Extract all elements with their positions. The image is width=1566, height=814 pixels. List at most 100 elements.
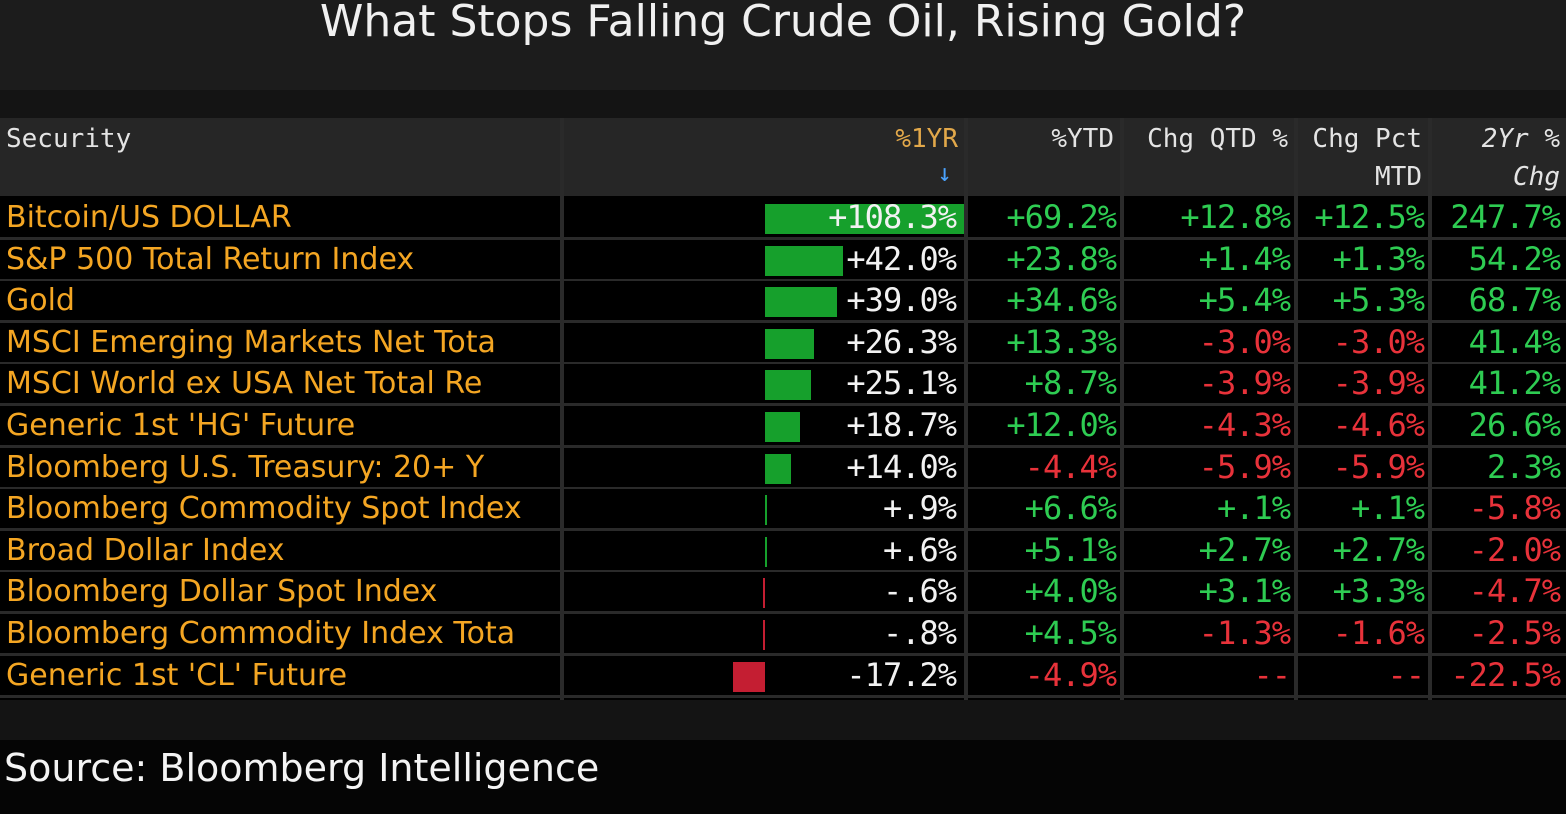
chg-mtd-value: -1.6% xyxy=(1332,614,1425,652)
header-chg-2yr[interactable]: 2Yr % Chg xyxy=(1432,118,1566,196)
column-divider xyxy=(560,118,564,700)
row-separator xyxy=(0,278,1566,282)
chg-2yr-value: 2.3% xyxy=(1486,447,1561,486)
chg-2yr-value: -22.5% xyxy=(1450,655,1561,694)
column-divider xyxy=(1428,118,1432,700)
header-pct-1yr[interactable]: %1YR ↓ xyxy=(564,118,964,196)
column-divider xyxy=(1294,118,1298,700)
row-separator xyxy=(0,320,1566,324)
pct-1yr-value: +14.0% xyxy=(846,447,957,486)
pct-ytd-value: -4.4% xyxy=(1024,447,1117,486)
chg-mtd-value: -5.9% xyxy=(1332,447,1425,486)
chg-qtd-value: -3.9% xyxy=(1198,364,1291,403)
security-name: Bloomberg U.S. Treasury: 20+ Y xyxy=(6,449,485,485)
security-name: Bitcoin/US DOLLAR xyxy=(6,200,292,235)
sort-down-arrow-icon: ↓ xyxy=(937,159,952,187)
table-row[interactable]: Bitcoin/US DOLLAR +108.3% +69.2% +12.8% +12.… xyxy=(0,198,1566,240)
pct-ytd-value: +12.0% xyxy=(1006,406,1117,444)
pct-1yr-value: +42.0% xyxy=(846,239,957,278)
chg-mtd-value: +.1% xyxy=(1350,489,1425,528)
table-row[interactable]: Bloomberg Commodity Spot Index +.9% +6.6% +… xyxy=(0,489,1566,532)
security-name: Bloomberg Commodity Index Tota xyxy=(6,616,516,651)
pct-1yr-bar xyxy=(765,536,767,567)
security-name: Bloomberg Commodity Spot Index xyxy=(6,491,522,527)
chg-mtd-value: -3.9% xyxy=(1332,364,1425,403)
pct-1yr-value: +26.3% xyxy=(846,322,957,361)
header-chg-mtd[interactable]: Chg Pct MTD xyxy=(1298,118,1428,196)
security-name: S&P 500 Total Return Index xyxy=(6,241,415,277)
table-row[interactable]: MSCI World ex USA Net Total Re +25.1% +8.7… xyxy=(0,364,1566,407)
pct-1yr-value: -17.2% xyxy=(846,655,957,694)
pct-1yr-bar xyxy=(765,245,843,276)
header-security[interactable]: Security xyxy=(0,118,560,196)
chg-2yr-value: 247.7% xyxy=(1450,198,1561,236)
header-pct-ytd[interactable]: %YTD xyxy=(968,118,1120,196)
table-row[interactable]: MSCI Emerging Markets Net Tota +26.3% +13.… xyxy=(0,322,1566,365)
security-name: Bloomberg Dollar Spot Index xyxy=(6,574,438,610)
row-separator xyxy=(0,445,1566,448)
pct-ytd-value: +5.1% xyxy=(1024,530,1117,569)
chg-mtd-value: +5.3% xyxy=(1332,281,1425,320)
row-separator xyxy=(0,361,1566,365)
chg-qtd-value: -1.3% xyxy=(1198,614,1291,652)
pct-1yr-value: +18.7% xyxy=(846,406,957,444)
row-separator xyxy=(0,237,1566,240)
chg-2yr-value: -2.5% xyxy=(1468,614,1561,652)
title-gap xyxy=(0,90,1566,118)
row-separator xyxy=(0,611,1566,615)
chg-mtd-value: -3.0% xyxy=(1332,322,1425,361)
pct-1yr-bar xyxy=(765,370,812,401)
chg-qtd-value: -3.0% xyxy=(1198,322,1291,361)
footer-gap xyxy=(0,700,1566,740)
header-chg-qtd[interactable]: Chg QTD % xyxy=(1124,118,1294,196)
table-row[interactable]: Bloomberg Commodity Index Tota -.8% +4.5% -… xyxy=(0,614,1566,656)
chg-mtd-value: +2.7% xyxy=(1332,530,1425,569)
pct-1yr-value: +39.0% xyxy=(846,281,957,320)
pct-ytd-value: -4.9% xyxy=(1024,655,1117,694)
pct-1yr-value: +108.3% xyxy=(828,198,957,236)
pct-1yr-value: +.6% xyxy=(882,530,957,569)
pct-1yr-bar xyxy=(765,204,965,234)
pct-ytd-value: +34.6% xyxy=(1006,281,1117,320)
chg-qtd-value: +.1% xyxy=(1216,489,1291,528)
chart-title: What Stops Falling Crude Oil, Rising Gol… xyxy=(319,0,1247,47)
pct-ytd-value: +13.3% xyxy=(1006,322,1117,361)
pct-1yr-value: +25.1% xyxy=(846,364,957,403)
pct-ytd-value: +6.6% xyxy=(1024,489,1117,528)
chg-qtd-value: +3.1% xyxy=(1198,572,1291,611)
table-row[interactable]: Generic 1st 'CL' Future -17.2% -4.9% -- -- -2… xyxy=(0,655,1566,698)
chg-qtd-value: +12.8% xyxy=(1180,198,1291,236)
chg-qtd-value: -5.9% xyxy=(1198,447,1291,486)
header-chg-mtd-line2: MTD xyxy=(1375,162,1422,192)
chg-mtd-value: +12.5% xyxy=(1314,198,1425,236)
securities-table: Security %1YR ↓ %YTD Chg QTD % Chg Pct M… xyxy=(0,118,1566,700)
chg-mtd-value: -- xyxy=(1387,655,1425,694)
title-band xyxy=(0,0,1566,90)
security-name: Generic 1st 'CL' Future xyxy=(6,657,348,693)
chg-2yr-value: 41.2% xyxy=(1468,364,1561,403)
table-row[interactable]: Generic 1st 'HG' Future +18.7% +12.0% -4.3%… xyxy=(0,406,1566,448)
table-row[interactable]: S&P 500 Total Return Index +42.0% +23.8% +1… xyxy=(0,239,1566,282)
chg-qtd-value: -- xyxy=(1253,655,1291,694)
row-separator xyxy=(0,528,1566,532)
table-row[interactable]: Bloomberg Dollar Spot Index -.6% +4.0% +3.1… xyxy=(0,572,1566,615)
column-divider xyxy=(964,118,968,700)
header-chg-mtd-line1: Chg Pct xyxy=(1312,124,1422,154)
row-separator xyxy=(0,403,1566,407)
pct-1yr-bar xyxy=(765,495,767,526)
security-name: Broad Dollar Index xyxy=(6,532,285,568)
table-row[interactable]: Broad Dollar Index +.6% +5.1% +2.7% +2.7% -2.… xyxy=(0,530,1566,573)
chg-2yr-value: 41.4% xyxy=(1468,322,1561,361)
chg-qtd-value: +2.7% xyxy=(1198,530,1291,569)
security-name: MSCI World ex USA Net Total Re xyxy=(6,366,483,402)
pct-1yr-bar xyxy=(733,661,765,692)
table-row[interactable]: Gold +39.0% +34.6% +5.4% +5.3% 68.7% xyxy=(0,281,1566,324)
table-row[interactable]: Bloomberg U.S. Treasury: 20+ Y +14.0% -4.4… xyxy=(0,447,1566,490)
chg-qtd-value: +1.4% xyxy=(1198,239,1291,278)
chg-2yr-value: -2.0% xyxy=(1468,530,1561,569)
chg-2yr-value: -5.8% xyxy=(1468,489,1561,528)
pct-1yr-value: -.8% xyxy=(882,614,957,652)
chg-mtd-value: +3.3% xyxy=(1332,572,1425,611)
security-name: Gold xyxy=(6,283,75,319)
pct-1yr-bar xyxy=(765,328,814,359)
